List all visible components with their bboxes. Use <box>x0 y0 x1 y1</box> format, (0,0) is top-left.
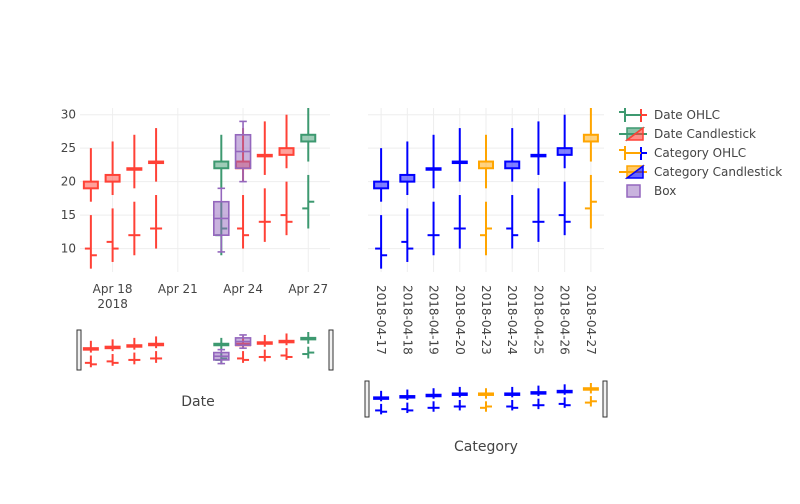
candle-body <box>582 387 599 391</box>
y-tick-label: 30 <box>61 108 76 122</box>
candle-body <box>425 393 442 398</box>
candle-body <box>478 392 494 396</box>
candle-body <box>504 392 521 396</box>
category-rangeslider[interactable] <box>364 380 608 418</box>
x-tick-sublabel: 2018 <box>97 297 128 311</box>
category-x-axis: 2018-04-17 2018-04-18 2018-04-19 2018-04-20… <box>374 285 598 355</box>
legend-candle-icon <box>624 164 644 179</box>
grid-layer <box>80 108 604 272</box>
category-subplot <box>373 108 599 269</box>
candle-body <box>300 336 317 341</box>
legend[interactable]: Date OHLC Date Candlestick Category OHLC Ca… <box>619 108 782 198</box>
x-tick-label: 2018-04-20 <box>453 285 467 355</box>
rangeslider-handle-right <box>328 329 334 371</box>
date-subplot <box>82 108 317 269</box>
candle-body <box>451 160 468 165</box>
candle-body <box>104 173 121 183</box>
legend-item[interactable]: Date OHLC <box>619 108 720 122</box>
candle-body <box>104 345 121 350</box>
x-tick-label: 2018-04-24 <box>505 285 519 355</box>
x-tick-label: 2018-04-23 <box>479 285 493 355</box>
x-tick-label: 2018-04-25 <box>531 285 545 355</box>
candle-body <box>256 341 273 345</box>
x-tick-label: Apr 27 <box>288 282 328 296</box>
legend-label: Category OHLC <box>654 146 746 160</box>
x-tick-label: 2018-04-18 <box>400 285 414 355</box>
y-tick-label: 10 <box>61 242 76 256</box>
y-axis: 10 15 20 25 30 <box>61 108 76 256</box>
rangeslider-handle-left <box>364 380 370 418</box>
legend-item[interactable]: Box <box>626 184 676 198</box>
x-tick-label: 2018-04-19 <box>427 285 441 355</box>
candle-body <box>126 344 143 348</box>
legend-candle-icon <box>624 126 644 141</box>
candle-body <box>582 133 599 143</box>
category-axis-title: Category <box>454 439 518 455</box>
candle-body <box>399 173 416 183</box>
candle-body <box>126 167 143 171</box>
candle-body <box>300 133 317 143</box>
candle-body <box>148 160 165 165</box>
legend-label: Date Candlestick <box>654 127 756 141</box>
candle-body <box>256 153 273 158</box>
legend-label: Date OHLC <box>654 108 720 122</box>
candle-body <box>530 153 547 158</box>
y-tick-label: 20 <box>61 175 76 189</box>
candle-body <box>373 180 390 190</box>
candle-body <box>425 167 442 171</box>
y-tick-label: 15 <box>61 208 76 222</box>
candle-body <box>213 342 230 347</box>
candle-body <box>213 160 230 170</box>
x-tick-label: 2018-04-26 <box>558 285 572 355</box>
x-tick-label: 2018-04-17 <box>374 285 388 355</box>
y-tick-label: 25 <box>61 141 76 155</box>
legend-label: Category Candlestick <box>654 165 782 179</box>
candle-body <box>451 392 468 396</box>
rangeslider-handle-left <box>76 329 82 371</box>
legend-item[interactable]: Date Candlestick <box>619 126 756 142</box>
date-rangeslider[interactable] <box>76 329 334 371</box>
date-axis-title: Date <box>181 394 214 410</box>
x-tick-label: Apr 18 <box>93 282 133 296</box>
candle-body <box>530 391 547 395</box>
candle-body <box>556 147 573 156</box>
candle-body <box>399 395 416 399</box>
x-tick-label: 2018-04-27 <box>584 285 598 355</box>
x-tick-label: Apr 21 <box>158 282 198 296</box>
legend-item[interactable]: Category OHLC <box>619 146 746 160</box>
candle-body <box>373 396 390 400</box>
x-tick-label: Apr 24 <box>223 282 263 296</box>
candle-body <box>278 339 295 344</box>
legend-label: Box <box>654 184 676 198</box>
rangeslider-handle-right <box>602 380 608 418</box>
candle-body <box>82 347 99 351</box>
candle-body <box>278 147 295 156</box>
candle-body <box>504 160 521 170</box>
candle-body <box>478 160 494 170</box>
legend-item[interactable]: Category Candlestick <box>619 164 782 180</box>
candle-body <box>556 389 573 394</box>
candle-body <box>82 180 99 190</box>
legend-box-icon <box>626 184 641 198</box>
candle-body <box>148 342 165 347</box>
